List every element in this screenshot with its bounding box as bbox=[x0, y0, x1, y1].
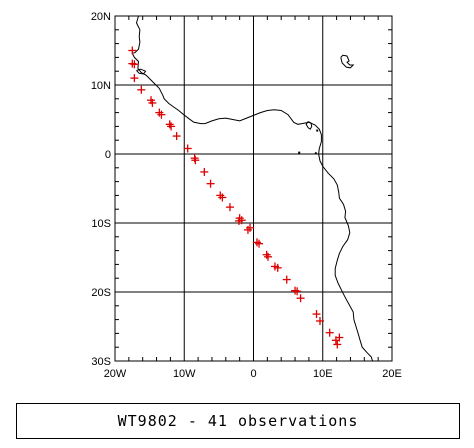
observation-point bbox=[246, 223, 255, 232]
island-dot bbox=[316, 129, 319, 132]
observation-point bbox=[293, 287, 302, 296]
observation-point bbox=[218, 193, 227, 202]
observation-point bbox=[128, 59, 137, 68]
island-dot bbox=[298, 151, 301, 154]
y-tick-label: 20S bbox=[91, 287, 111, 299]
observation-point bbox=[130, 60, 139, 69]
observation-point bbox=[315, 316, 324, 325]
y-tick-label: 30S bbox=[91, 356, 111, 368]
observation-point bbox=[296, 294, 305, 303]
observation-point bbox=[312, 310, 321, 319]
observation-point bbox=[130, 74, 139, 83]
observation-point bbox=[172, 132, 181, 141]
observation-point bbox=[190, 154, 199, 163]
observation-point bbox=[262, 250, 271, 259]
observation-point bbox=[165, 120, 174, 129]
observation-point bbox=[282, 275, 291, 284]
gridlines bbox=[115, 16, 392, 361]
coastline bbox=[136, 68, 147, 75]
observation-point bbox=[206, 179, 215, 188]
coastline bbox=[131, 15, 374, 362]
y-tick-label: 10N bbox=[91, 80, 111, 92]
x-tick-label: 0 bbox=[250, 368, 256, 380]
observation-point bbox=[148, 98, 157, 107]
x-tick-label: 10E bbox=[313, 368, 333, 380]
x-tick-label: 20W bbox=[104, 368, 127, 380]
observation-point bbox=[234, 216, 243, 225]
observation-point bbox=[243, 225, 252, 234]
observation-point bbox=[155, 108, 164, 117]
coastlines bbox=[131, 15, 374, 362]
plot-frame bbox=[114, 15, 393, 362]
observation-markers bbox=[128, 46, 344, 349]
observation-point bbox=[252, 238, 261, 247]
observation-point bbox=[273, 263, 282, 272]
minor-ticks bbox=[115, 16, 392, 361]
observation-point bbox=[255, 239, 264, 248]
observation-point bbox=[167, 122, 176, 131]
observation-point bbox=[335, 333, 344, 342]
island-dot bbox=[314, 152, 317, 155]
observation-point bbox=[183, 144, 192, 153]
x-tick-label: 10W bbox=[173, 368, 196, 380]
observation-point bbox=[216, 191, 225, 200]
y-tick-label: 10S bbox=[91, 218, 111, 230]
observation-point bbox=[137, 85, 146, 94]
coastline bbox=[305, 121, 313, 130]
observation-point bbox=[333, 340, 342, 349]
observation-point bbox=[191, 156, 200, 165]
y-tick-label: 0 bbox=[105, 149, 111, 161]
x-tick-label: 20E bbox=[382, 368, 402, 380]
observation-point bbox=[157, 110, 166, 119]
map-chart: 20W 10W 0 10E 20E 20N 10N 0 10S 20S 30S bbox=[91, 11, 402, 380]
caption-title: WT9802 - 41 observations bbox=[117, 412, 359, 430]
observation-point bbox=[128, 46, 137, 55]
y-tick-label: 20N bbox=[91, 11, 111, 23]
tick-labels: 20W 10W 0 10E 20E 20N 10N 0 10S 20S 30S bbox=[91, 11, 402, 380]
observation-point bbox=[225, 203, 234, 212]
coastline bbox=[340, 54, 355, 69]
observation-point bbox=[291, 286, 300, 295]
caption-box: WT9802 - 41 observations bbox=[16, 403, 460, 439]
observation-point bbox=[200, 167, 209, 176]
observation-point bbox=[264, 252, 273, 261]
observation-point bbox=[325, 328, 334, 337]
